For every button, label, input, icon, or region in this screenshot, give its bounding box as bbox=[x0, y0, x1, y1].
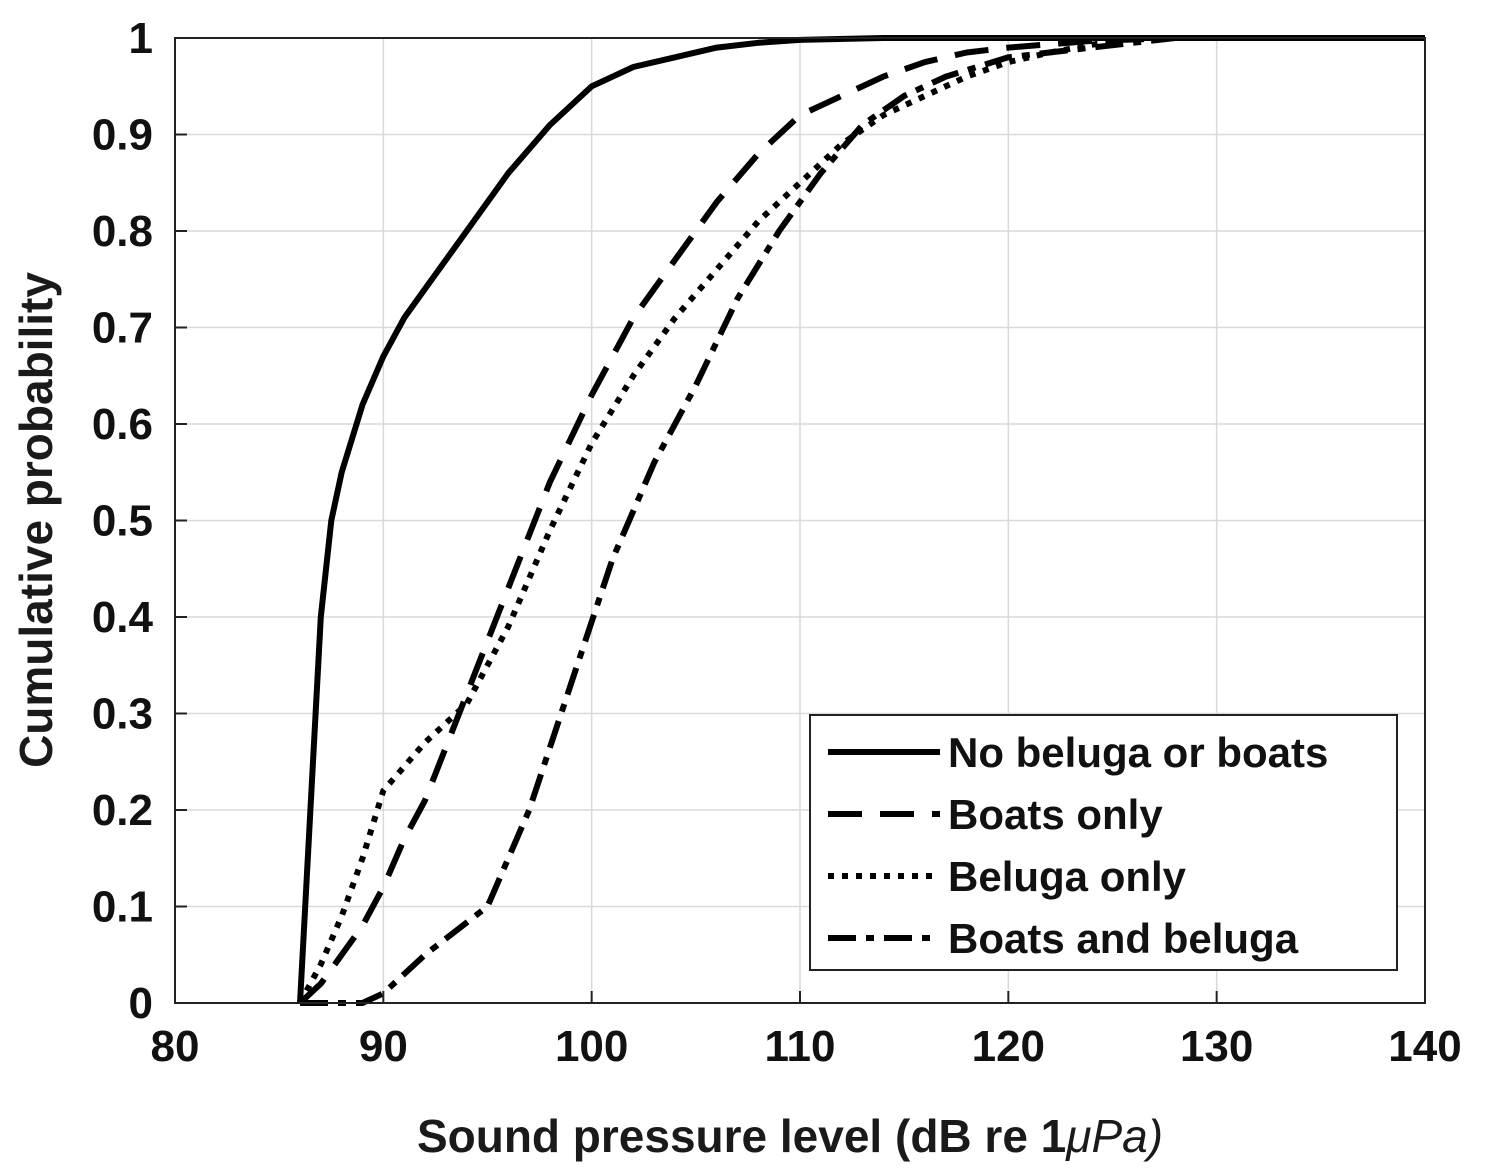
legend-label: Boats only bbox=[948, 791, 1163, 838]
y-tick-label: 0.2 bbox=[92, 786, 153, 835]
series-lines bbox=[297, 35, 1425, 1006]
series-line-dashed bbox=[297, 35, 1425, 1006]
y-tick-label: 0.3 bbox=[92, 690, 153, 739]
y-tick-label: 0.8 bbox=[92, 207, 153, 256]
y-tick-label: 0.9 bbox=[92, 111, 153, 160]
x-tick-label: 120 bbox=[972, 1022, 1045, 1071]
y-tick-label: 1 bbox=[129, 14, 153, 63]
legend-label: No beluga or boats bbox=[948, 729, 1328, 776]
x-tick-label: 130 bbox=[1180, 1022, 1253, 1071]
y-tick-label: 0.4 bbox=[92, 593, 154, 642]
x-tick-label: 140 bbox=[1388, 1022, 1461, 1071]
legend-label: Boats and beluga bbox=[948, 915, 1299, 962]
x-axis-label: Sound pressure level (dB re 1μPa) bbox=[417, 1110, 1163, 1162]
legend: No beluga or boats Boats only Beluga only B… bbox=[809, 714, 1398, 971]
x-tick-label: 100 bbox=[555, 1022, 628, 1071]
legend-label: Beluga only bbox=[948, 853, 1187, 900]
y-tick-label: 0 bbox=[129, 979, 153, 1028]
y-tick-label: 0.7 bbox=[92, 304, 153, 353]
series-line-dotted bbox=[297, 35, 1425, 1005]
series-line-dashdot bbox=[300, 35, 1425, 1006]
y-axis-label: Cumulative probability bbox=[10, 272, 62, 768]
x-tick-label: 110 bbox=[765, 1022, 836, 1071]
legend-box bbox=[809, 714, 1398, 971]
x-tick-label: 90 bbox=[359, 1022, 408, 1071]
x-tick-label: 80 bbox=[151, 1022, 200, 1071]
x-axis-ticks: 80 90 100 110 120 130 140 bbox=[151, 991, 1462, 1071]
y-axis-ticks: 0 0.1 0.2 0.3 0.4 0.5 0.6 0.7 0.8 0.9 1 bbox=[92, 14, 187, 1028]
series-line-solid bbox=[297, 35, 1425, 1004]
y-tick-label: 0.6 bbox=[92, 400, 153, 449]
y-tick-label: 0.5 bbox=[92, 497, 153, 546]
y-tick-label: 0.1 bbox=[92, 883, 153, 932]
